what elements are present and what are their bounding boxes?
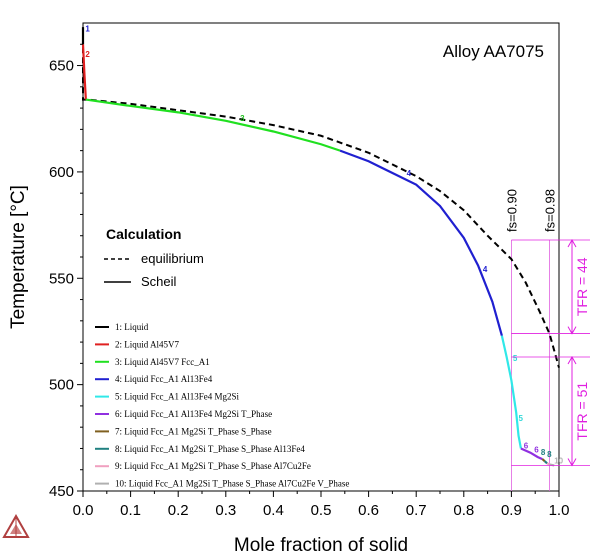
segment-label: 4 (407, 169, 412, 178)
x-tick-label: 0.1 (120, 502, 141, 519)
segment-label: 5 (513, 354, 518, 363)
calculation-legend-title: Calculation (106, 226, 181, 242)
thermo-calc-logo-icon (2, 513, 30, 538)
phase-legend-label: 1: Liquid (115, 322, 149, 332)
segment-label: 2 (85, 50, 90, 59)
calculation-legend: Calculation equilibrium Scheil (104, 226, 204, 289)
phase-legend: 1: Liquid 2: Liquid Al45V7 3: Liquid Al45V… (95, 322, 349, 489)
tfr-label: TFR = 51 (574, 382, 590, 441)
chart-title: Alloy AA7075 (443, 42, 544, 61)
fs-annotation: fs=0.98 (542, 189, 557, 232)
phase-legend-label: 6: Liquid Fcc_A1 Al13Fe4 Mg2Si T_Phase (115, 409, 272, 419)
x-axis-label: Mole fraction of solid (234, 535, 408, 556)
scheil-phase-segment (81, 44, 87, 100)
x-tick-label: 0.0 (73, 502, 94, 519)
scheil-phase-segment (520, 447, 543, 461)
segment-label: 4 (483, 265, 488, 274)
y-tick-label: 450 (49, 483, 74, 500)
x-tick-label: 0.2 (168, 502, 189, 519)
legend-equilibrium-label: equilibrium (141, 251, 204, 266)
y-tick-label: 500 (49, 377, 74, 394)
segment-label: 3 (240, 114, 245, 123)
y-tick-label: 600 (49, 164, 74, 181)
phase-legend-label: 4: Liquid Fcc_A1 Al13Fe4 (115, 374, 213, 384)
arrow-down-icon (567, 326, 577, 335)
y-axis: 450 500 550 600 650 (49, 43, 83, 500)
segment-label: 10 (554, 456, 563, 465)
x-tick-label: 0.8 (453, 502, 474, 519)
tfr-brackets: TFR = 44 TFR = 51 (511, 238, 590, 467)
phase-legend-label: 3: Liquid Al45V7 Fcc_A1 (115, 357, 210, 367)
phase-legend-label: 9: Liquid Fcc_A1 Mg2Si T_Phase S_Phase A… (115, 461, 311, 471)
arrow-down-icon (567, 458, 577, 467)
tfr-label: TFR = 44 (574, 257, 590, 316)
reference-lines (510, 239, 550, 491)
scheil-phase-segment (339, 149, 503, 337)
segment-label: 6 (524, 441, 529, 450)
arrow-up-icon (567, 238, 577, 248)
segment-label: 6 (534, 446, 539, 455)
x-axis: 0.0 0.1 0.2 0.3 0.4 0.5 0.6 0.7 0.8 0.9 1.0 (73, 491, 570, 519)
scheil-phase-segment (541, 458, 546, 463)
fs-annotation: fs=0.90 (504, 189, 519, 232)
phase-legend-label: 10: Liquid Fcc_A1 Mg2Si T_Phase S_Phase … (115, 479, 349, 489)
segment-label: 5 (519, 414, 524, 423)
annotations: fs=0.90 fs=0.98 (504, 189, 557, 232)
phase-legend-label: 5: Liquid Fcc_A1 Al13Fe4 Mg2Si (115, 392, 240, 402)
phase-legend-label: 7: Liquid Fcc_A1 Mg2Si T_Phase S_Phase (115, 426, 272, 436)
scheil-phase-segment (543, 460, 548, 465)
y-axis-label: Temperature [°C] (8, 185, 29, 329)
segment-label: 8 (547, 450, 552, 459)
segment-label: 8 (541, 448, 546, 457)
y-tick-label: 650 (49, 58, 74, 75)
scheil-phase-segment (546, 462, 550, 466)
x-tick-label: 0.6 (358, 502, 379, 519)
x-tick-label: 0.9 (501, 502, 522, 519)
scheil-phase-segment (85, 98, 341, 152)
scheil-phase-segment (500, 335, 523, 449)
x-tick-label: 0.3 (215, 502, 236, 519)
legend-scheil-label: Scheil (141, 274, 177, 289)
segment-label: 1 (85, 25, 90, 34)
series-layer (81, 27, 560, 467)
phase-legend-label: 8: Liquid Fcc_A1 Mg2Si T_Phase S_Phase A… (115, 444, 305, 454)
equilibrium-line (82, 27, 560, 368)
x-tick-label: 1.0 (549, 502, 570, 519)
x-tick-label: 0.7 (406, 502, 427, 519)
y-tick-label: 550 (49, 270, 74, 287)
phase-legend-label: 2: Liquid Al45V7 (115, 339, 180, 349)
x-tick-label: 0.5 (311, 502, 332, 519)
arrow-up-icon (567, 355, 577, 365)
x-tick-label: 0.4 (263, 502, 284, 519)
